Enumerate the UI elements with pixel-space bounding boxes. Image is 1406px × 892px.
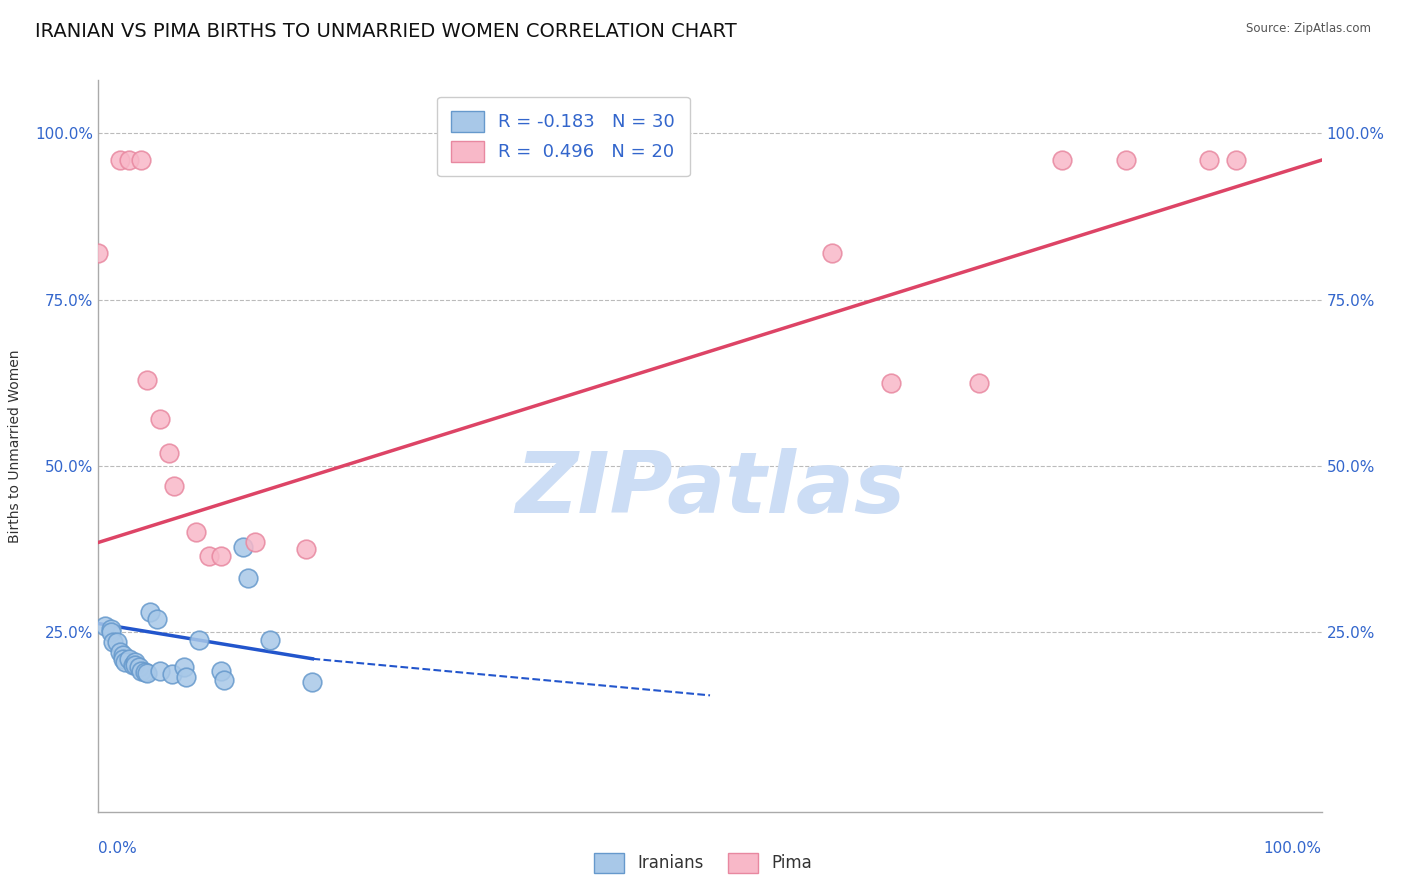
- Point: [100, 622, 122, 636]
- Point: [197, 549, 219, 563]
- Point: [124, 655, 146, 669]
- Point: [1225, 153, 1247, 167]
- Point: [110, 153, 132, 167]
- Point: [136, 372, 159, 386]
- Point: [134, 665, 156, 679]
- Point: [880, 376, 903, 390]
- Text: 0.0%: 0.0%: [98, 841, 138, 856]
- Text: Source: ZipAtlas.com: Source: ZipAtlas.com: [1246, 22, 1371, 36]
- Point: [118, 652, 141, 666]
- Point: [232, 540, 254, 554]
- Point: [128, 659, 150, 673]
- Point: [101, 635, 124, 649]
- Point: [1052, 153, 1074, 167]
- Point: [87, 246, 110, 260]
- Point: [129, 664, 152, 678]
- Text: IRANIAN VS PIMA BIRTHS TO UNMARRIED WOMEN CORRELATION CHART: IRANIAN VS PIMA BIRTHS TO UNMARRIED WOME…: [35, 22, 737, 41]
- Text: ZIPatlas: ZIPatlas: [515, 449, 905, 532]
- Legend: Iranians, Pima: Iranians, Pima: [586, 847, 820, 880]
- Point: [110, 645, 132, 659]
- Point: [209, 549, 232, 563]
- Point: [967, 376, 990, 390]
- Point: [149, 664, 172, 678]
- Point: [187, 633, 209, 648]
- Text: 100.0%: 100.0%: [1264, 841, 1322, 856]
- Point: [214, 673, 236, 687]
- Point: [136, 666, 159, 681]
- Point: [121, 658, 143, 673]
- Point: [1115, 153, 1137, 167]
- Point: [209, 664, 232, 678]
- Point: [259, 633, 281, 648]
- Point: [236, 571, 259, 585]
- Point: [105, 635, 128, 649]
- Point: [295, 542, 318, 557]
- Point: [124, 658, 146, 673]
- Point: [118, 153, 141, 167]
- Point: [1198, 153, 1220, 167]
- Point: [243, 535, 266, 549]
- Point: [139, 605, 162, 619]
- Point: [821, 246, 844, 260]
- Point: [111, 652, 134, 666]
- Point: [301, 675, 323, 690]
- Point: [149, 412, 172, 426]
- Point: [157, 445, 180, 459]
- Legend: R = -0.183   N = 30, R =  0.496   N = 20: R = -0.183 N = 30, R = 0.496 N = 20: [437, 96, 689, 177]
- Point: [129, 153, 152, 167]
- Point: [114, 655, 136, 669]
- Point: [163, 479, 186, 493]
- Point: [186, 525, 208, 540]
- Point: [146, 612, 169, 626]
- Point: [111, 648, 134, 663]
- Point: [160, 667, 183, 681]
- Point: [176, 670, 198, 684]
- Point: [93, 618, 115, 632]
- Y-axis label: Births to Unmarried Women: Births to Unmarried Women: [7, 350, 21, 542]
- Point: [100, 625, 122, 640]
- Point: [173, 659, 195, 673]
